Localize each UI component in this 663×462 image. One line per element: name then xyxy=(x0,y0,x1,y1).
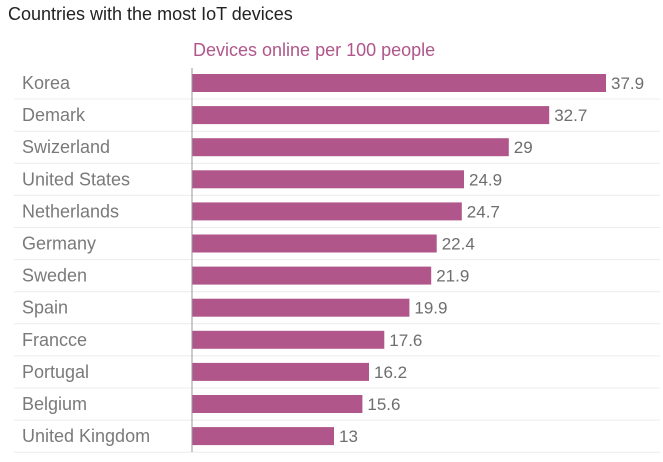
category-label: Germany xyxy=(22,234,96,254)
value-label: 17.6 xyxy=(389,331,422,350)
category-label: Spain xyxy=(22,298,68,318)
value-label: 13 xyxy=(339,427,358,446)
category-label: Korea xyxy=(22,73,71,93)
bar xyxy=(192,395,363,413)
bar xyxy=(192,427,334,446)
bar xyxy=(192,106,550,125)
chart-title: Countries with the most IoT devices xyxy=(8,4,293,24)
category-label: United States xyxy=(22,169,130,189)
value-label: 19.9 xyxy=(414,299,447,318)
category-label: Belgium xyxy=(22,394,87,414)
category-label: Swizerland xyxy=(22,137,110,157)
value-labels: 37.9 32.7 29 24.9 24.7 22.4 21.9 19.9 17.6 16.2 15… xyxy=(339,74,644,446)
value-label: 22.4 xyxy=(442,235,475,254)
bar xyxy=(192,170,464,189)
value-label: 16.2 xyxy=(374,363,407,382)
category-label: Sweden xyxy=(22,266,87,286)
grid-lines xyxy=(14,98,660,453)
bar xyxy=(192,202,462,221)
value-label: 24.9 xyxy=(469,170,502,189)
value-label: 37.9 xyxy=(611,74,644,93)
bar xyxy=(192,74,606,92)
bar xyxy=(192,362,369,381)
category-labels: Korea Demark Swizerland United States Nether… xyxy=(22,73,150,446)
category-label: Netherlands xyxy=(22,201,119,221)
bar xyxy=(192,234,437,253)
category-label: United Kingdom xyxy=(22,426,150,446)
category-label: Francce xyxy=(22,330,87,350)
bars xyxy=(192,74,606,446)
bar xyxy=(192,266,432,285)
value-label: 24.7 xyxy=(467,202,500,221)
series-label: Devices online per 100 people xyxy=(193,40,436,60)
category-label: Demark xyxy=(22,105,86,125)
value-label: 15.6 xyxy=(367,395,400,414)
value-label: 29 xyxy=(514,138,533,157)
value-label: 32.7 xyxy=(554,106,587,125)
bar xyxy=(192,138,509,157)
bar xyxy=(192,330,385,349)
bar xyxy=(192,298,410,317)
category-label: Portugal xyxy=(22,362,89,382)
value-label: 21.9 xyxy=(436,267,469,286)
